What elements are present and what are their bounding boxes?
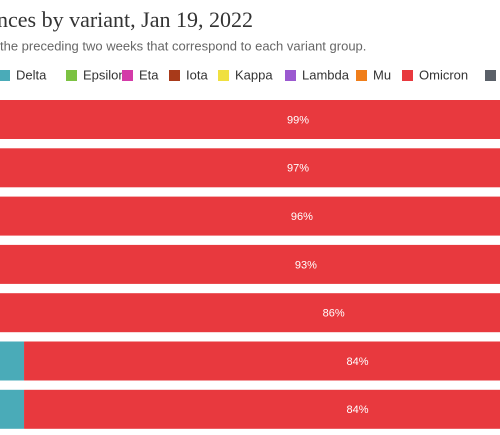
chart-title: nces by variant, Jan 19, 2022 (0, 7, 253, 32)
value-label: 96% (291, 211, 313, 223)
bar-segment (0, 341, 25, 381)
legend-swatch (356, 70, 367, 81)
legend-label: Kappa (235, 67, 273, 82)
legend-swatch (485, 70, 496, 81)
legend-swatch (0, 70, 10, 81)
value-label: 99% (287, 114, 309, 126)
legend-swatch (66, 70, 77, 81)
legend-swatch (402, 70, 413, 81)
legend-label: Lambda (302, 67, 350, 82)
value-label: 84% (347, 356, 369, 368)
legend-label: Delta (16, 67, 47, 82)
bar-segment (0, 293, 500, 333)
value-label: 93% (295, 259, 317, 271)
legend-swatch (218, 70, 229, 81)
legend-swatch (169, 70, 180, 81)
legend-label: Eta (139, 67, 159, 82)
legend-label: Omicron (419, 67, 468, 82)
legend-swatch (285, 70, 296, 81)
legend-swatch (122, 70, 133, 81)
chart-subtitle: the preceding two weeks that correspond … (0, 38, 366, 53)
value-label: 86% (323, 308, 345, 320)
bar-segment (0, 244, 500, 284)
bar-segment (0, 196, 500, 236)
value-label: 97% (287, 163, 309, 175)
bar-segment (24, 341, 500, 381)
bar-segment (24, 389, 500, 429)
bar-segment (0, 389, 25, 429)
bar-segment (0, 100, 500, 139)
legend-label: Iota (186, 67, 208, 82)
legend-label: Mu (373, 67, 391, 82)
value-label: 84% (347, 404, 369, 416)
bar-segment (0, 148, 500, 188)
legend-label: Epsilon (83, 67, 126, 82)
